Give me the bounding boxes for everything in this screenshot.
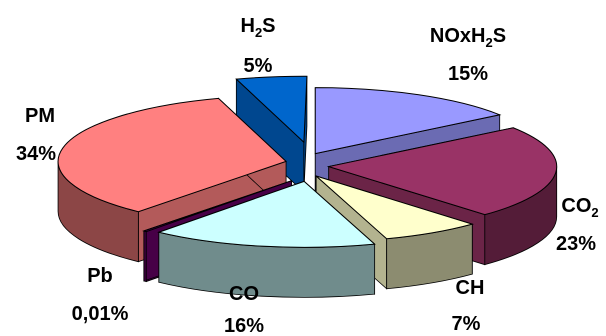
slice-value-0: 15% <box>448 63 488 85</box>
slice-label-4: Pb <box>87 265 113 287</box>
slice-value-4: 0,01% <box>72 303 129 325</box>
slice-value-1: 23% <box>556 233 596 255</box>
slice-value-3: 16% <box>224 315 264 336</box>
slice-label-6: H2S <box>240 15 275 40</box>
slice-label-5: PM <box>25 105 55 127</box>
slice-label-3: CO <box>229 283 259 305</box>
slice-label-1: CO2 <box>561 195 598 220</box>
slice-value-6: 5% <box>244 55 273 77</box>
slice-label-0: NOxH2S <box>430 25 506 50</box>
slice-value-2: 7% <box>452 313 481 335</box>
slice-value-5: 34% <box>16 143 56 165</box>
slice-label-2: CH <box>456 277 485 299</box>
pie-slice-3 <box>157 180 376 298</box>
pie-slice-6 <box>235 75 308 194</box>
